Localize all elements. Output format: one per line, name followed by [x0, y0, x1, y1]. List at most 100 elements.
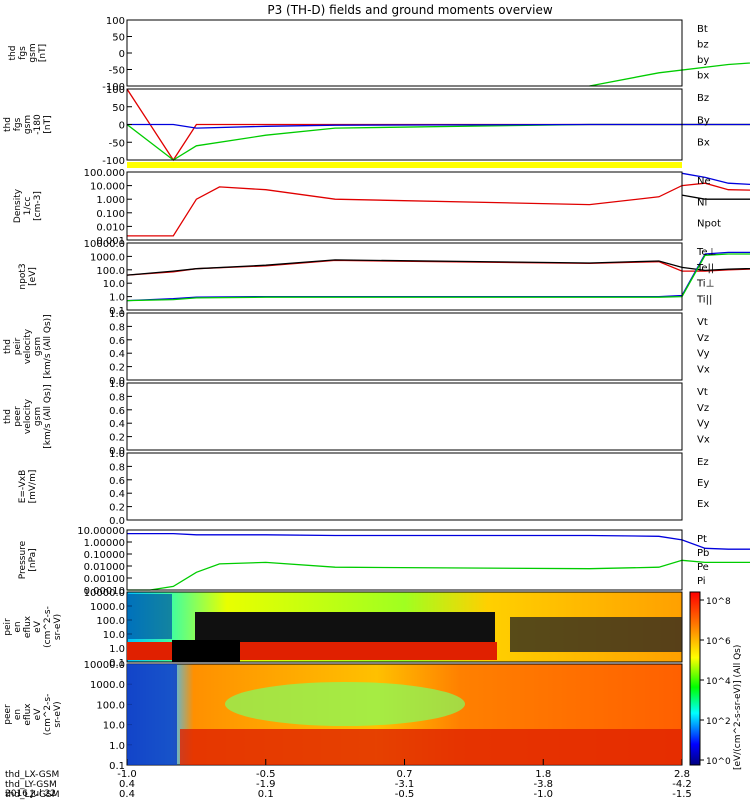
svg-text:eflux: eflux — [23, 703, 33, 726]
legend-fgh-Bx: Bx — [697, 138, 710, 149]
panel-vele: 1.0 0.8 0.6 0.4 0.2 0.0 thd peer velocity gsm [km/… — [3, 379, 710, 457]
legend-efield-Ey: Ey — [697, 478, 709, 489]
ytick-label-vele: 0.4 — [109, 419, 125, 430]
xrow-label-thd_LX-GSM: thd_LX-GSM — [5, 770, 59, 780]
legend-fgh-Bz: Bz — [697, 93, 709, 104]
ytick-label-veli: 0.8 — [109, 322, 125, 333]
legend-fgs-bx: bx — [697, 71, 709, 82]
legend-pressure-Pe: Pe — [697, 562, 709, 573]
espec-green-region — [225, 682, 465, 726]
series-density-Ne — [127, 182, 750, 237]
panel-density: 100.000 10.000 1.000 0.100 0.010 0.001 Density… — [13, 168, 750, 247]
svg-text:peir: peir — [3, 618, 13, 636]
ytick-label-veli: 0.0 — [109, 376, 125, 387]
svg-text:gsm: gsm — [23, 115, 33, 134]
xrow-label-thd_LY-GSM: thd_LY-GSM — [5, 780, 57, 790]
ylabel-density: Density 1/cc [cm-3] — [13, 188, 43, 223]
svg-text:1/cc: 1/cc — [23, 197, 33, 216]
svg-text:[km/s (All Qs)]: [km/s (All Qs)] — [43, 314, 53, 378]
panel-veli: 1.0 0.8 0.6 0.4 0.2 0.0 thd peir velocity gsm [km/… — [3, 309, 710, 387]
ispec-gap — [172, 640, 240, 662]
colorbar-tick-label: 10^0 — [706, 757, 731, 767]
svg-text:(cm^2-s-: (cm^2-s- — [43, 606, 53, 648]
svg-text:[eV]: [eV] — [28, 267, 38, 286]
legend-veli-Vt: Vt — [697, 317, 708, 328]
xrow-value: -0.5 — [395, 789, 415, 800]
frame-fgs — [126, 19, 683, 87]
xrow-value: 0.4 — [119, 789, 135, 800]
svg-text:E=-VxB: E=-VxB — [18, 470, 28, 504]
series-pressure-Pe — [127, 559, 750, 591]
xrow-value: 0.1 — [258, 789, 274, 800]
colorbar-tick-label: 10^8 — [706, 597, 731, 607]
svg-text:thd: thd — [3, 409, 13, 424]
legend-fgs-bz: bz — [697, 40, 709, 51]
xrow-value: -1.5 — [672, 789, 692, 800]
ytick-label-veli: 0.6 — [109, 336, 125, 347]
ytick-label-vele: 0.0 — [109, 446, 125, 457]
series-temp-Ti⊥ — [126, 251, 750, 302]
espec-red-band — [180, 729, 682, 765]
ylabel-fgs: thd fgs gsm [nT] — [8, 43, 48, 62]
espec-noise — [127, 664, 177, 765]
svg-text:gsm: gsm — [33, 337, 43, 356]
ytick-label-efield: 0.4 — [109, 489, 125, 500]
ytick-label-espec: 10000.0 — [84, 660, 125, 671]
ytick-label-density: 100.000 — [84, 168, 125, 179]
ytick-label-ispec: 10.0 — [103, 630, 125, 641]
ytick-label-vele: 0.8 — [109, 392, 125, 403]
ytick-label-density: 0.001 — [96, 236, 125, 247]
ispec-noise — [127, 594, 172, 639]
ytick-label-veli: 0.2 — [109, 363, 125, 374]
frame-vele — [126, 382, 683, 451]
svg-text:thd: thd — [8, 46, 18, 61]
xrow-value: 0.4 — [119, 779, 135, 790]
svg-text:[nPa]: [nPa] — [28, 548, 38, 571]
ytick-label-fgs: -50 — [109, 66, 125, 77]
svg-text:Density: Density — [13, 188, 23, 223]
ytick-label-fgs: 0 — [119, 49, 125, 60]
svg-text:thd: thd — [3, 339, 13, 354]
colorbar-tick-label: 10^6 — [706, 637, 731, 647]
svg-text:-180: -180 — [33, 114, 43, 135]
svg-text:[km/s (All Qs)]: [km/s (All Qs)] — [43, 384, 53, 448]
ylabel-temp: npot3 [eV] — [18, 263, 38, 289]
ytick-label-temp: 100.0 — [96, 266, 125, 277]
ytick-label-espec: 1.0 — [109, 741, 125, 752]
ytick-label-ispec: 100.0 — [96, 616, 125, 627]
svg-text:en: en — [13, 709, 23, 720]
legend-efield-Ex: Ex — [697, 499, 709, 510]
ylabel-veli: thd peir velocity gsm [km/s (All Qs)] — [3, 314, 53, 378]
ytick-label-pressure: 0.01000 — [84, 562, 125, 573]
series-temp-Te|| — [126, 259, 750, 276]
ytick-label-temp: 1000.0 — [90, 252, 125, 263]
legend-pressure-Pi: Pi — [697, 576, 706, 587]
ytick-label-density: 10.000 — [90, 182, 125, 193]
xrow-value: -0.5 — [256, 769, 276, 780]
ytick-label-fgs: 50 — [112, 33, 125, 44]
svg-text:[cm-3]: [cm-3] — [33, 191, 43, 221]
ytick-label-espec: 0.1 — [109, 761, 125, 772]
legend-pressure-Pb: Pb — [697, 548, 709, 559]
series-density-Npot — [681, 172, 750, 186]
ytick-label-ispec: 0.1 — [109, 658, 125, 669]
frame-temp — [126, 242, 683, 311]
date-label: 2016 Jul 22 — [5, 789, 56, 799]
ytick-label-density: 0.010 — [96, 222, 125, 233]
ytick-label-fgs: -100 — [102, 82, 125, 93]
frame-efield — [126, 452, 683, 521]
legend-veli-Vy: Vy — [697, 349, 710, 360]
ispec-dark-band — [510, 617, 682, 652]
series-fgs-by — [589, 62, 750, 87]
panel-pressure: 10.000001.000000.100000.010000.001000.00… — [18, 526, 750, 597]
ytick-label-veli: 1.0 — [109, 309, 125, 320]
ytick-label-espec: 1000.0 — [90, 680, 125, 691]
ytick-label-fgs: 100 — [106, 16, 125, 27]
panel-fgh: 100 50 0 -50 -100 thd fgs gsm -180 [nT] Bz By Bx — [3, 85, 750, 167]
svg-text:thd: thd — [0, 707, 3, 722]
xrow-label-thd_LZ-GSM: thd_LZ-GSM — [5, 790, 60, 800]
legend-density-Npot: Npot — [697, 219, 721, 230]
svg-text:eV: eV — [33, 620, 43, 633]
ytick-label-ispec: 1.0 — [109, 644, 125, 655]
